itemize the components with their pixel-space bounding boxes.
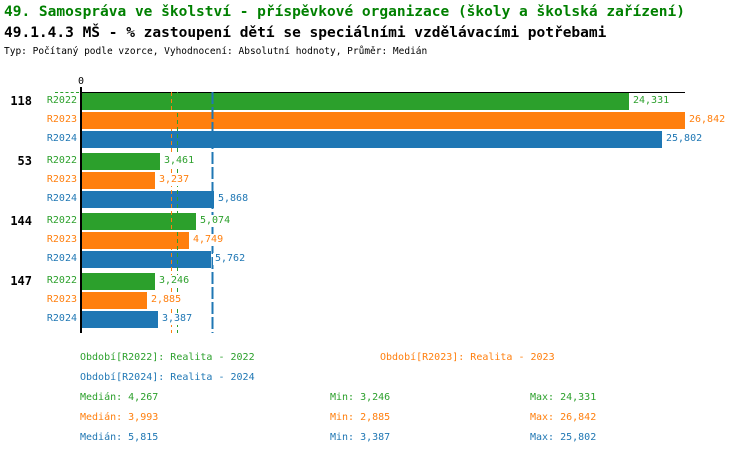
series-row-label-r2023: R2023 <box>46 174 77 185</box>
series-row-label-r2024: R2024 <box>46 133 77 144</box>
y-axis-line <box>80 87 82 333</box>
bar-value-label: 3,246 <box>157 275 192 287</box>
stat-max-r2022: Max: 24,331 <box>530 392 597 403</box>
bar-r2022-group-118 <box>82 93 629 110</box>
series-row-label-r2022: R2022 <box>46 155 77 166</box>
legend-r2022: Období[R2022]: Realita - 2022 <box>80 352 255 363</box>
axis-zero-label: 0 <box>77 76 85 87</box>
bar-r2023-group-118 <box>82 112 685 129</box>
bar-value-label: 3,387 <box>160 313 195 325</box>
stat-max-r2023: Max: 26,842 <box>530 412 597 423</box>
series-row-label-r2023: R2023 <box>46 294 77 305</box>
group-label-147: 147 <box>10 274 32 288</box>
report-title: 49. Samospráva ve školství - příspěvkové… <box>4 4 685 20</box>
bar-value-label: 25,802 <box>664 133 705 145</box>
legend-r2023: Období[R2023]: Realita - 2023 <box>380 352 555 363</box>
stat-min-r2022: Min: 3,246 <box>330 392 391 403</box>
series-row-label-r2023: R2023 <box>46 234 77 245</box>
stat-median-r2024: Medián: 5,815 <box>80 432 159 443</box>
bar-r2024-group-147 <box>82 311 158 328</box>
stat-median-r2023: Medián: 3,993 <box>80 412 159 423</box>
bar-value-label: 2,885 <box>149 294 184 306</box>
series-row-label-r2024: R2024 <box>46 253 77 264</box>
series-row-label-r2024: R2024 <box>46 193 77 204</box>
bar-r2024-group-144 <box>82 251 211 268</box>
bar-value-label: 5,762 <box>213 253 248 265</box>
bar-r2023-group-147 <box>82 292 147 309</box>
bar-value-label: 24,331 <box>631 95 672 107</box>
bar-r2023-group-53 <box>82 172 155 189</box>
indicator-title: 49.1.4.3 MŠ - % zastoupení dětí se speci… <box>4 25 607 41</box>
stat-min-r2024: Min: 3,387 <box>330 432 391 443</box>
group-label-53: 53 <box>17 154 32 168</box>
group-label-144: 144 <box>10 214 32 228</box>
legend-r2024: Období[R2024]: Realita - 2024 <box>80 372 255 383</box>
bar-r2024-group-118 <box>82 131 662 148</box>
series-row-label-r2022: R2022 <box>46 95 77 106</box>
stat-max-r2024: Max: 25,802 <box>530 432 597 443</box>
bar-value-label: 5,074 <box>198 215 233 227</box>
bar-r2022-group-144 <box>82 213 196 230</box>
series-row-label-r2022: R2022 <box>46 215 77 226</box>
axis-left-stub <box>55 92 79 93</box>
bar-value-label: 3,237 <box>157 174 192 186</box>
bar-r2022-group-53 <box>82 153 160 170</box>
bar-value-label: 26,842 <box>687 114 728 126</box>
bar-value-label: 5,868 <box>216 193 251 205</box>
stat-min-r2023: Min: 2,885 <box>330 412 391 423</box>
bar-r2022-group-147 <box>82 273 155 290</box>
group-label-118: 118 <box>10 94 32 108</box>
stat-median-r2022: Medián: 4,267 <box>80 392 159 403</box>
bar-value-label: 3,461 <box>162 155 197 167</box>
series-row-label-r2022: R2022 <box>46 275 77 286</box>
bar-r2024-group-53 <box>82 191 214 208</box>
bar-value-label: 4,749 <box>191 234 226 246</box>
x-axis-line <box>81 92 685 93</box>
report-meta: Typ: Počítaný podle vzorce, Vyhodnocení:… <box>4 46 428 57</box>
bar-r2023-group-144 <box>82 232 189 249</box>
series-row-label-r2023: R2023 <box>46 114 77 125</box>
series-row-label-r2024: R2024 <box>46 313 77 324</box>
